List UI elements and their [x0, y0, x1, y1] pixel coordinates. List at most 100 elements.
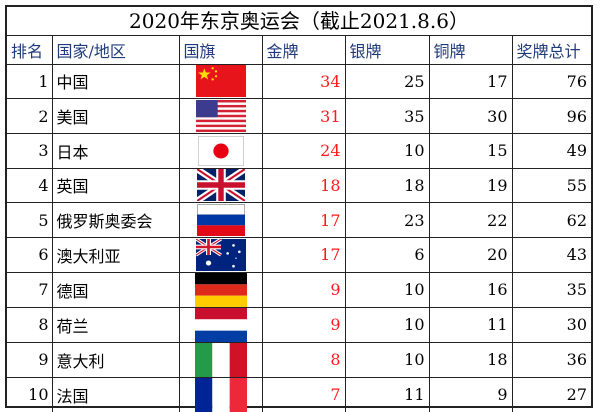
country-cell: 澳大利亚	[51, 236, 180, 273]
table-row: 4 英国 18 18 19 55	[7, 167, 591, 204]
flag-cell	[178, 341, 263, 378]
australia-flag-icon	[195, 238, 246, 271]
gold-cell: 9	[261, 271, 346, 308]
gold-cell: 31	[261, 98, 346, 134]
table-row: 6 澳大利亚 17 6 20 43	[7, 236, 591, 273]
rank-cell: 3	[7, 132, 53, 169]
bronze-cell: 18	[428, 341, 513, 378]
table-row: 3 日本 24 10 15 49	[7, 132, 591, 169]
total-cell: 36	[511, 341, 591, 378]
header-silver: 银牌	[344, 36, 430, 65]
silver-cell: 23	[344, 202, 430, 238]
bronze-cell: 17	[428, 63, 513, 100]
total-cell: 96	[511, 98, 591, 134]
country-cell: 英国	[51, 167, 180, 204]
total-cell: 62	[511, 202, 591, 238]
header-gold: 金牌	[261, 36, 346, 65]
china-flag-icon	[195, 65, 246, 98]
total-cell: 30	[511, 306, 591, 343]
silver-cell: 10	[344, 341, 430, 378]
country-cell: 中国	[51, 63, 180, 100]
bronze-cell: 20	[428, 236, 513, 273]
rank-cell: 10	[7, 376, 53, 412]
bronze-cell: 19	[428, 167, 513, 204]
russia-flag-icon	[196, 204, 245, 237]
flag-cell	[178, 306, 263, 343]
bronze-cell: 16	[428, 271, 513, 308]
header-flag: 国旗	[178, 36, 263, 65]
country-cell: 俄罗斯奥委会	[51, 202, 180, 238]
total-cell: 35	[511, 271, 591, 308]
gold-cell: 34	[261, 63, 346, 100]
table-row: 5 俄罗斯奥委会 17 23 22 62	[7, 202, 591, 238]
country-cell: 日本	[51, 132, 180, 169]
bronze-cell: 15	[428, 132, 513, 169]
country-cell: 美国	[51, 98, 180, 134]
header-bronze: 铜牌	[428, 36, 513, 65]
rank-cell: 6	[7, 236, 53, 273]
table-row: 8 荷兰 9 10 11 30	[7, 306, 591, 343]
uk-flag-icon	[196, 169, 245, 202]
rank-cell: 8	[7, 306, 53, 343]
total-cell: 43	[511, 236, 591, 273]
header-country: 国家/地区	[51, 36, 180, 65]
medal-table: 排名 国家/地区 国旗 金牌 银牌 铜牌 奖牌总计 1 中国 34 25	[7, 36, 591, 412]
country-cell: 德国	[51, 271, 180, 308]
bronze-cell: 22	[428, 202, 513, 238]
flag-cell	[178, 236, 263, 273]
flag-cell	[178, 376, 263, 412]
flag-cell	[178, 202, 263, 238]
gold-cell: 17	[261, 236, 346, 273]
gold-cell: 24	[261, 132, 346, 169]
flag-cell	[178, 271, 263, 308]
header-row: 排名 国家/地区 国旗 金牌 银牌 铜牌 奖牌总计	[7, 36, 591, 65]
rank-cell: 2	[7, 98, 53, 134]
country-cell: 荷兰	[51, 306, 180, 343]
silver-cell: 10	[344, 271, 430, 308]
table-row: 9 意大利 8 10 18 36	[7, 341, 591, 378]
rank-cell: 7	[7, 271, 53, 308]
flag-cell	[178, 63, 263, 100]
bronze-cell: 9	[428, 376, 513, 412]
silver-cell: 25	[344, 63, 430, 100]
silver-cell: 11	[344, 376, 430, 412]
france-flag-icon	[194, 378, 247, 412]
usa-flag-icon	[195, 100, 246, 133]
silver-cell: 6	[344, 236, 430, 273]
italy-flag-icon	[194, 343, 247, 377]
gold-cell: 9	[261, 306, 346, 343]
silver-cell: 35	[344, 98, 430, 134]
medal-table-sheet: 2020年东京奥运会（截止2021.8.6） 排名 国家/地区 国旗 金牌 银牌…	[5, 5, 593, 412]
total-cell: 55	[511, 167, 591, 204]
bronze-cell: 11	[428, 306, 513, 343]
flag-cell	[178, 98, 263, 134]
gold-cell: 8	[261, 341, 346, 378]
rank-cell: 9	[7, 341, 53, 378]
gold-cell: 7	[261, 376, 346, 412]
silver-cell: 10	[344, 306, 430, 343]
bronze-cell: 30	[428, 98, 513, 134]
table-row: 7 德国 9 10 16 35	[7, 271, 591, 308]
rank-cell: 5	[7, 202, 53, 238]
flag-cell	[178, 167, 263, 204]
table-row: 2 美国 31 35 30 96	[7, 98, 591, 134]
rank-cell: 4	[7, 167, 53, 204]
silver-cell: 10	[344, 132, 430, 169]
country-cell: 意大利	[51, 341, 180, 378]
country-cell: 法国	[51, 376, 180, 412]
header-rank: 排名	[7, 36, 53, 65]
silver-cell: 18	[344, 167, 430, 204]
table-title: 2020年东京奥运会（截止2021.8.6）	[7, 7, 591, 36]
rank-cell: 1	[7, 63, 53, 100]
flag-cell	[178, 132, 263, 169]
japan-flag-icon	[197, 135, 244, 166]
total-cell: 27	[511, 376, 591, 412]
header-total: 奖牌总计	[511, 36, 591, 65]
table-row: 1 中国 34 25 17 76	[7, 63, 591, 100]
gold-cell: 17	[261, 202, 346, 238]
germany-flag-icon	[194, 273, 247, 307]
total-cell: 49	[511, 132, 591, 169]
table-row: 10 法国 7 11 9 27	[7, 376, 591, 412]
total-cell: 76	[511, 63, 591, 100]
gold-cell: 18	[261, 167, 346, 204]
